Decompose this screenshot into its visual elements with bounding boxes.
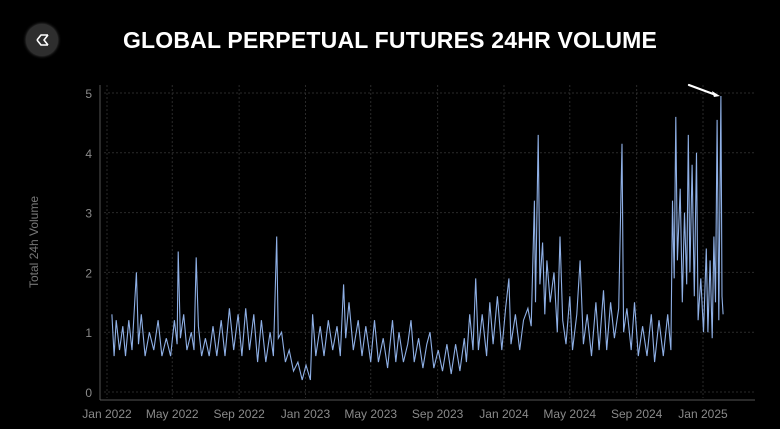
x-tick-label: May 2024 <box>543 407 596 421</box>
x-ticks: Jan 2022 May 2022 Sep 2022 Jan 2023 May 2023… <box>82 407 728 421</box>
y-tick-label: 1 <box>85 326 92 340</box>
series-line <box>111 95 724 381</box>
sigma-hexagon-logo-icon <box>36 34 49 46</box>
x-tick-label: Jan 2023 <box>281 407 331 421</box>
x-tick-label: May 2023 <box>344 407 397 421</box>
arrow-head-icon <box>711 90 720 97</box>
x-tick-label: Jan 2025 <box>678 407 728 421</box>
y-tick-label: 5 <box>85 87 92 101</box>
x-tick-label: Sep 2023 <box>412 407 464 421</box>
arrow-annotation <box>687 83 720 97</box>
y-tick-label: 2 <box>85 266 92 280</box>
x-tick-label: Jan 2024 <box>479 407 529 421</box>
x-tick-label: Sep 2024 <box>611 407 663 421</box>
x-tick-label: Jan 2022 <box>82 407 132 421</box>
y-tick-label: 3 <box>85 207 92 221</box>
grid <box>104 85 755 398</box>
y-axis-label: Total 24h Volume <box>27 196 41 288</box>
page-title: GLOBAL PERPETUAL FUTURES 24HR VOLUME <box>122 27 658 53</box>
logo <box>26 24 58 56</box>
y-tick-label: 0 <box>85 386 92 400</box>
y-ticks: 0 1 2 3 4 5 <box>85 87 92 400</box>
arrow-shaft <box>687 83 718 97</box>
y-tick-label: 4 <box>85 147 92 161</box>
x-tick-label: May 2022 <box>146 407 199 421</box>
x-tick-label: Sep 2022 <box>213 407 265 421</box>
